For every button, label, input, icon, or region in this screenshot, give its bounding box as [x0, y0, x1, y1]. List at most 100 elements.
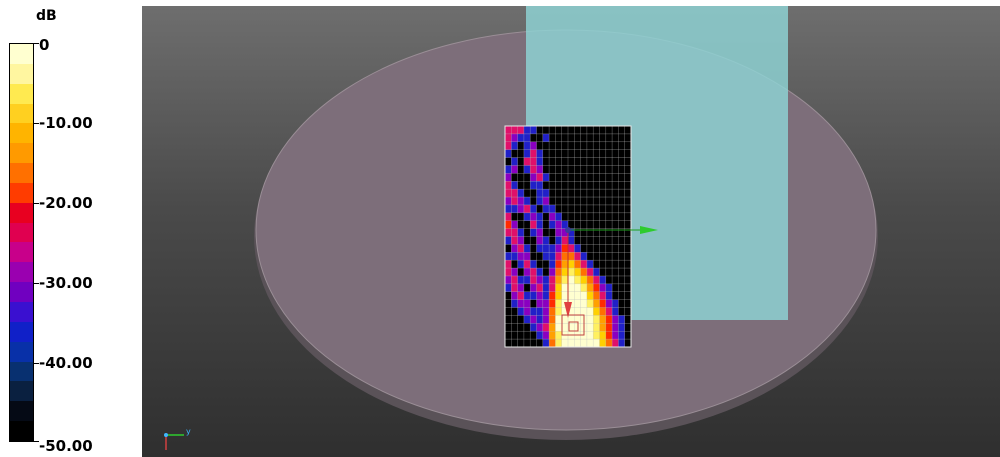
heatmap-cell — [605, 291, 613, 300]
heatmap-cell — [593, 212, 600, 222]
heatmap-cell — [612, 141, 619, 150]
heatmap-cell — [618, 228, 625, 237]
heatmap-cell — [586, 197, 594, 206]
heatmap-cell — [523, 331, 531, 340]
heatmap-cell — [612, 260, 619, 269]
heatmap-cell — [618, 275, 625, 285]
heatmap-cell — [561, 268, 569, 277]
heatmap-cell — [505, 275, 512, 285]
heatmap-cell — [568, 260, 575, 269]
heatmap-cell — [511, 291, 518, 300]
heatmap-cell — [605, 204, 613, 214]
heatmap-cell — [599, 307, 607, 316]
heatmap-cell — [530, 141, 537, 150]
heatmap-cell — [555, 236, 562, 245]
heatmap-cell — [555, 315, 562, 324]
heatmap-cell — [561, 323, 569, 332]
heatmap-cell — [561, 157, 569, 166]
heatmap-cell — [580, 157, 588, 166]
triad-y-label: y — [186, 427, 191, 436]
heatmap-cell — [536, 260, 544, 269]
heatmap-cell — [624, 331, 632, 340]
heatmap-cell — [505, 220, 512, 229]
heatmap-cell — [517, 220, 525, 229]
heatmap-cell — [593, 141, 600, 150]
heatmap-cell — [542, 173, 550, 182]
heatmap-cell — [530, 228, 537, 237]
heatmap-cell — [542, 126, 550, 135]
heatmap-cell — [555, 133, 562, 143]
heatmap-cell — [568, 126, 575, 135]
heatmap-cell — [574, 149, 581, 158]
peak-marker — [568, 321, 579, 332]
heatmap-cell — [568, 212, 575, 222]
heatmap-cell — [580, 197, 588, 206]
heatmap-cell — [593, 268, 600, 277]
heatmap-cell — [612, 299, 619, 308]
heatmap-cell — [568, 315, 575, 324]
sar-heatmap[interactable] — [504, 125, 632, 348]
heatmap-cell — [586, 299, 594, 308]
heatmap-cell — [511, 307, 518, 316]
heatmap-cell — [568, 252, 575, 261]
heatmap-cell — [542, 315, 550, 324]
heatmap-cell — [505, 141, 512, 150]
heatmap-cell — [530, 133, 537, 143]
heatmap-cell — [612, 315, 619, 324]
heatmap-cell — [580, 141, 588, 150]
heatmap-cell — [612, 133, 619, 143]
heatmap-cell — [574, 228, 581, 237]
heatmap-cell — [612, 149, 619, 158]
heatmap-cell — [505, 315, 512, 324]
heatmap-cell — [530, 331, 537, 340]
heatmap-cell — [517, 126, 525, 135]
heatmap-cell — [624, 126, 632, 135]
legend-band — [10, 262, 33, 283]
scene-svg — [164, 6, 878, 450]
heatmap-cell — [605, 133, 613, 143]
heatmap-cell — [599, 197, 607, 206]
heatmap-cell — [523, 149, 531, 158]
heatmap-cell — [523, 275, 531, 285]
heatmap-cell — [593, 181, 600, 190]
heatmap-cell — [555, 204, 562, 214]
3d-viewport[interactable]: y — [142, 6, 1000, 457]
heatmap-cell — [511, 315, 518, 324]
legend-label-minus-20: -20.00 — [39, 194, 93, 212]
heatmap-cell — [536, 339, 544, 348]
heatmap-cell — [549, 307, 556, 316]
heatmap-cell — [624, 228, 632, 237]
heatmap-cell — [580, 275, 588, 285]
heatmap-cell — [517, 157, 525, 166]
heatmap-cell — [505, 189, 512, 198]
heatmap-cell — [586, 339, 594, 348]
heatmap-cell — [536, 204, 544, 214]
heatmap-cell — [542, 197, 550, 206]
heatmap-cell — [618, 244, 625, 253]
heatmap-cell — [561, 275, 569, 285]
legend-band — [10, 44, 33, 64]
heatmap-cell — [536, 165, 544, 174]
heatmap-cell — [624, 181, 632, 190]
heatmap-cell — [555, 283, 562, 293]
heatmap-cell — [549, 141, 556, 150]
heatmap-cell — [536, 197, 544, 206]
legend-band — [10, 301, 33, 322]
heatmap-cell — [555, 149, 562, 158]
heatmap-cell — [568, 165, 575, 174]
heatmap-cell — [517, 141, 525, 150]
heatmap-cell — [574, 126, 581, 135]
heatmap-cell — [542, 149, 550, 158]
heatmap-cell — [536, 268, 544, 277]
heatmap-cell — [574, 275, 581, 285]
heatmap-cell — [561, 339, 569, 348]
heatmap-cell — [568, 283, 575, 293]
heatmap-cell — [517, 165, 525, 174]
heatmap-cell — [618, 299, 625, 308]
heatmap-cell — [599, 331, 607, 340]
heatmap-cell — [555, 220, 562, 229]
legend-band — [10, 361, 33, 382]
legend-tick — [34, 123, 39, 124]
legend-band — [10, 103, 33, 124]
heatmap-cell — [580, 244, 588, 253]
